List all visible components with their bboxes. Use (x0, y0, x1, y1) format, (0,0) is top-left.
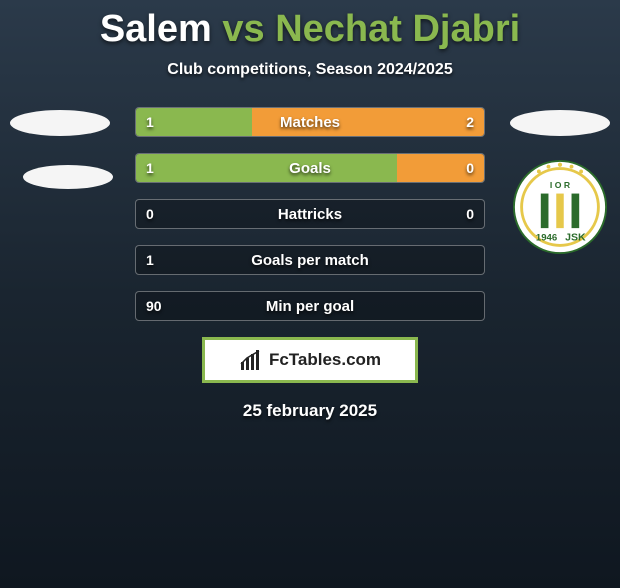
stat-label: Matches (136, 108, 484, 136)
brand-box[interactable]: FcTables.com (202, 337, 418, 383)
stats-area: I O R 1946 JSK 12Matches 10Goals 00Hattric… (0, 107, 620, 321)
stat-row: 10Goals (135, 153, 485, 183)
svg-text:I O R: I O R (550, 180, 571, 190)
stat-row: 00Hattricks (135, 199, 485, 229)
jsk-logo-icon: I O R 1946 JSK (512, 159, 608, 255)
brand-text: FcTables.com (269, 350, 381, 370)
crest-left-1 (10, 103, 110, 143)
stat-label: Goals (136, 154, 484, 182)
page-title: Salem vs Nechat Djabri (0, 8, 620, 51)
title-player2: Nechat Djabri (275, 8, 520, 50)
crest-right-1 (510, 103, 610, 143)
club-logo-right: I O R 1946 JSK (512, 159, 608, 255)
chart-icon (239, 348, 263, 372)
stat-label: Goals per match (136, 246, 484, 274)
crest-left-2 (18, 157, 118, 197)
svg-text:JSK: JSK (565, 232, 586, 244)
stat-label: Hattricks (136, 200, 484, 228)
svg-text:1946: 1946 (536, 233, 557, 244)
stat-row: 1Goals per match (135, 245, 485, 275)
title-player1: Salem (100, 8, 212, 50)
title-vs: vs (222, 8, 264, 50)
stat-label: Min per goal (136, 292, 484, 320)
subtitle: Club competitions, Season 2024/2025 (0, 61, 620, 79)
stat-row: 12Matches (135, 107, 485, 137)
date-text: 25 february 2025 (0, 401, 620, 421)
stat-row: 90Min per goal (135, 291, 485, 321)
